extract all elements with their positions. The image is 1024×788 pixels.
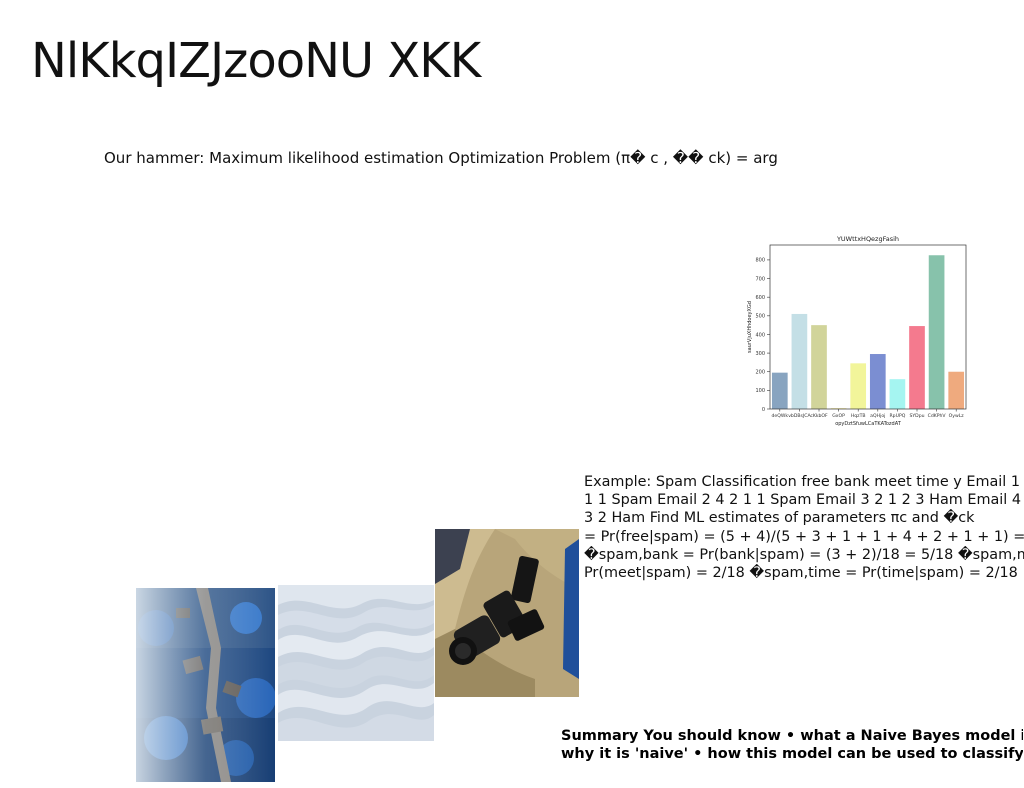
summary-line: Summary You should know • what a Naive B… [561, 728, 1023, 744]
x-tick-label: GxOP [832, 413, 845, 419]
y-tick-label: 100 [755, 388, 765, 394]
chart-bar [948, 371, 965, 409]
example-line: Pr(meet|spam) = 2/18 �spam,time = Pr(tim… [584, 565, 1018, 582]
chart-title: YUWttxHQezgFasih [836, 235, 899, 243]
chart-bar [869, 354, 886, 409]
x-tick-label: CdKPhV [928, 413, 947, 419]
y-tick-label: 500 [755, 314, 765, 320]
y-tick-label: 700 [755, 276, 765, 282]
x-tick-label: SYDpu [909, 413, 924, 419]
chart-bar [811, 325, 827, 409]
y-tick-label: 600 [755, 295, 765, 301]
chart-bar [791, 313, 808, 409]
x-tick-label: HqzTB [851, 413, 866, 419]
x-tick-label: aQHjoj [870, 413, 885, 419]
chart-x-axis-label: opyDztSfuwLCaTKATozdAT [835, 421, 902, 427]
chart-bar [909, 326, 925, 409]
x-tick-label: OywLz [949, 413, 965, 419]
chart-frame [769, 244, 967, 410]
y-tick-label: 200 [755, 370, 765, 376]
chart-bar [889, 379, 906, 409]
slide-title: NlKkqIZJzooNU XKK [31, 33, 481, 89]
chart-y-axis-label: saurVjuXHhdoeyXGd [747, 301, 753, 353]
example-text-block: Example: Spam Classification free bank m… [584, 473, 1024, 582]
hammer-text: Our hammer: Maximum likelihood estimatio… [104, 149, 778, 167]
x-tick-label: vbDBsJCA [788, 413, 811, 419]
abstract-waves-image [278, 585, 434, 741]
chart-bar [830, 408, 847, 409]
chart-bar [928, 255, 945, 409]
x-tick-label: deQWk [772, 413, 789, 419]
bar-chart: YUWttxHQezgFasih saurVjuXHhdoeyXGd opyDz… [742, 231, 974, 431]
aerial-village-photo [136, 588, 275, 782]
x-tick-label: cKkbOF [810, 413, 828, 419]
summary-line: why it is 'naive' • how this model can b… [561, 746, 1023, 762]
bar-chart-svg: YUWttxHQezgFasih saurVjuXHhdoeyXGd opyDz… [747, 235, 967, 427]
y-tick-label: 300 [755, 351, 765, 357]
chart-plot-area: 0 100 200 300 400 500 600 700 800 deQWk vbDBsJCA cK… [755, 244, 967, 419]
summary-text-block: Summary You should know • what a Naive B… [561, 727, 1023, 763]
x-tick-label: RpUPQ [889, 413, 905, 419]
example-line: Example: Spam Classification free bank m… [584, 474, 1024, 490]
y-tick-label: 800 [755, 258, 765, 264]
camera-on-couch-photo [435, 529, 579, 697]
chart-bar [771, 372, 788, 409]
example-line: 3 2 Ham Find ML estimates of parameters … [584, 510, 975, 527]
example-line: = Pr(free|spam) = (5 + 4)/(5 + 3 + 1 + 1… [584, 528, 1024, 545]
chart-bar [850, 363, 867, 409]
example-line: 1 1 Spam Email 2 4 2 1 1 Spam Email 3 2 … [584, 492, 1024, 509]
y-tick-label: 400 [755, 332, 765, 338]
example-line: �spam,bank = Pr(bank|spam) = (3 + 2)/18 … [584, 546, 1024, 563]
y-tick-label: 0 [762, 407, 765, 413]
